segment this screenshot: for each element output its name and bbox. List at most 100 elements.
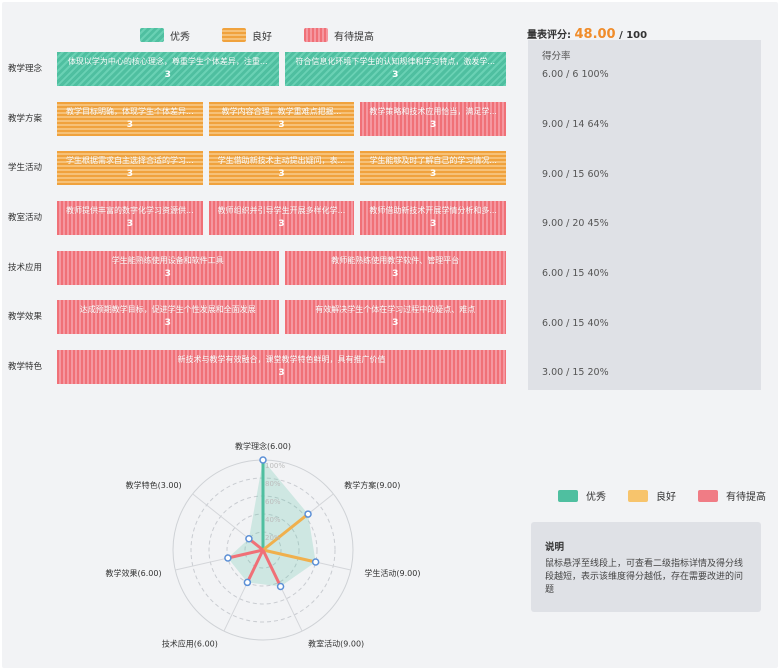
radar-axis-label: 技术应用(6.00) [162, 639, 218, 649]
note-box: 说明 鼠标悬浮至线段上，可查看二级指标详情及得分线段越短，表示该维度得分越低，存… [531, 522, 761, 612]
indicator-text: 学生能熟练使用设备和软件工具 [111, 256, 224, 265]
rate-row-5: 6.00 / 15 40% [542, 268, 609, 279]
radar-ring-label: 80% [265, 480, 281, 488]
score-total: / 100 [619, 30, 648, 41]
legend-bottom-good[interactable]: 良好 [628, 488, 676, 503]
legend-good[interactable]: 良好 [222, 28, 272, 43]
indicator-score: 3 [392, 70, 399, 80]
legend-bottom-swatch-excellent [558, 489, 578, 502]
rate-row-6: 6.00 / 15 40% [542, 318, 609, 329]
indicator-cell[interactable]: 学生根据需求自主选择合适的学习... 3 [57, 151, 203, 185]
indicator-cell[interactable]: 教师能熟练使用教学软件、管理平台 3 [284, 251, 506, 285]
legend-swatch-good [222, 28, 246, 42]
legend-label-needs-improvement: 有待提高 [334, 31, 374, 43]
indicator-text: 学生借助新技术主动提出疑问，表... [217, 156, 346, 165]
indicator-cell[interactable]: 体现以学为中心的核心理念，尊重学生个体差异，注重... 3 [57, 52, 279, 86]
indicator-cell[interactable]: 教学内容合理，教学重难点把握... 3 [208, 102, 355, 136]
legend-swatch-needs-improvement [304, 28, 328, 42]
indicator-cell[interactable]: 新技术与教学有效融合，课堂教学特色鲜明，具有推广价值 3 [57, 350, 506, 384]
indicator-cell[interactable]: 符合信息化环境下学生的认知规律和学习特点，激发学... 3 [284, 52, 506, 86]
indicator-score: 3 [126, 120, 133, 130]
radar-axis-label: 教室活动(9.00) [308, 639, 364, 649]
radar-point [245, 535, 253, 543]
radar-chart: 100% 80% 60% 40% 20% 教学理念(6.00) 教学方案(9.00) 学生活动… [106, 441, 421, 649]
rate-header: 得分率 [542, 51, 571, 62]
radar-score-segment [262, 512, 309, 552]
indicator-score: 3 [392, 318, 399, 328]
indicator-text: 教师能熟练使用教学软件、管理平台 [331, 256, 460, 265]
indicator-score: 3 [430, 219, 437, 229]
indicator-cell[interactable]: 教师借助新技术开展学情分析和多... 3 [360, 201, 506, 235]
indicator-cell[interactable]: 有效解决学生个体在学习过程中的疑点、难点 3 [284, 300, 506, 334]
note-title: 说明 [545, 542, 565, 553]
legend-top: 优秀 良好 有待提高 [140, 26, 374, 44]
indicator-text: 有效解决学生个体在学习过程中的疑点、难点 [315, 305, 476, 314]
radar-point [276, 582, 285, 591]
radar-ring-label: 60% [265, 498, 281, 506]
radar-axis-label: 学生活动(9.00) [364, 568, 420, 578]
indicator-text: 体现以学为中心的核心理念，尊重学生个体差异，注重... [67, 57, 268, 66]
row-label: 教室活动 [8, 213, 43, 223]
indicator-score: 3 [164, 318, 171, 328]
indicator-text: 教师提供丰富的数字化学习资源供... [66, 206, 194, 215]
rate-row-4: 9.00 / 20 45% [542, 218, 609, 229]
row-label: 技术应用 [8, 263, 43, 273]
row-label: 教学方案 [8, 114, 43, 124]
legend-label-good: 良好 [252, 31, 272, 43]
indicator-text: 教学策略和技术应用恰当，满足学... [369, 107, 497, 116]
indicator-text: 达成预期教学目标，促进学生个性发展和全面发展 [79, 305, 256, 314]
score-title: 量表评分: 48.00 / 100 [527, 26, 647, 42]
legend-excellent[interactable]: 优秀 [140, 28, 190, 43]
radar-score-segment [227, 548, 264, 560]
radar-labels: 100% 80% 60% 40% 20% 教学理念(6.00) 教学方案(9.00) 学生活动… [106, 441, 421, 649]
row-label: 学生活动 [8, 163, 43, 173]
radar-point [243, 578, 252, 587]
indicator-score: 3 [126, 169, 133, 179]
radar-score-segment [246, 549, 265, 584]
legend-bottom-needs-improvement[interactable]: 有待提高 [698, 488, 766, 503]
indicator-score: 3 [164, 70, 171, 80]
rate-panel: 得分率 6.00 / 6 100% 9.00 / 14 64% 9.00 / 1… [528, 40, 761, 390]
legend-bottom-label-excellent: 优秀 [586, 492, 606, 503]
indicator-text: 教师借助新技术开展学情分析和多... [369, 206, 497, 215]
radar-axis-label: 教学理念(6.00) [235, 441, 291, 451]
indicator-cell[interactable]: 教师组织并引导学生开展多样化学... 3 [208, 201, 355, 235]
indicator-score: 3 [164, 269, 171, 279]
legend-bottom-label-good: 良好 [656, 492, 676, 503]
row-label: 教学特色 [8, 362, 43, 372]
legend-bottom-label-needs-improvement: 有待提高 [726, 492, 766, 503]
legend-needs-improvement[interactable]: 有待提高 [304, 28, 374, 43]
indicator-cell[interactable]: 达成预期教学目标，促进学生个性发展和全面发展 3 [57, 300, 279, 334]
radar-axis-label: 教学效果(6.00) [106, 568, 162, 578]
indicator-score: 3 [430, 169, 437, 179]
indicator-text: 符合信息化环境下学生的认知规律和学习特点，激发学... [295, 57, 496, 66]
indicator-cell[interactable]: 学生能够及时了解自己的学习情况... 3 [360, 151, 506, 185]
legend-bottom-excellent[interactable]: 优秀 [558, 488, 606, 503]
radar-ring-label: 20% [265, 534, 281, 542]
indicator-score: 3 [278, 169, 285, 179]
indicator-text: 教师组织并引导学生开展多样化学... [217, 206, 346, 215]
indicator-cell[interactable]: 教师提供丰富的数字化学习资源供... 3 [57, 201, 203, 235]
row-label: 教学效果 [8, 312, 43, 322]
radar-score-segment [261, 549, 282, 588]
note-body: 鼠标悬浮至线段上，可查看二级指标详情及得分线段越短，表示该维度得分越低，存在需要… [545, 559, 744, 595]
radar-point [304, 510, 312, 518]
radar-ring-label: 40% [265, 516, 281, 524]
indicator-score: 3 [278, 368, 285, 378]
radar-area [227, 460, 316, 587]
indicator-cell[interactable]: 教学目标明确，体现学生个体差异... 3 [57, 102, 203, 136]
indicator-text: 学生根据需求自主选择合适的学习... [66, 156, 194, 165]
legend-label-excellent: 优秀 [170, 31, 190, 43]
indicator-text: 教学内容合理，教学重难点把握... [221, 107, 342, 116]
indicator-score: 3 [278, 120, 285, 130]
legend-bottom-swatch-good [628, 489, 648, 502]
radar-point [224, 554, 232, 562]
indicator-score: 3 [392, 269, 399, 279]
indicator-cell[interactable]: 学生借助新技术主动提出疑问，表... 3 [208, 151, 355, 185]
rate-row-3: 9.00 / 15 60% [542, 169, 609, 180]
indicator-cell[interactable]: 教学策略和技术应用恰当，满足学... 3 [360, 102, 506, 136]
radar-point [311, 558, 320, 566]
indicator-cell[interactable]: 学生能熟练使用设备和软件工具 3 [57, 251, 279, 285]
radar-axis-label: 教学特色(3.00) [126, 480, 182, 490]
row-label: 教学理念 [8, 64, 43, 74]
